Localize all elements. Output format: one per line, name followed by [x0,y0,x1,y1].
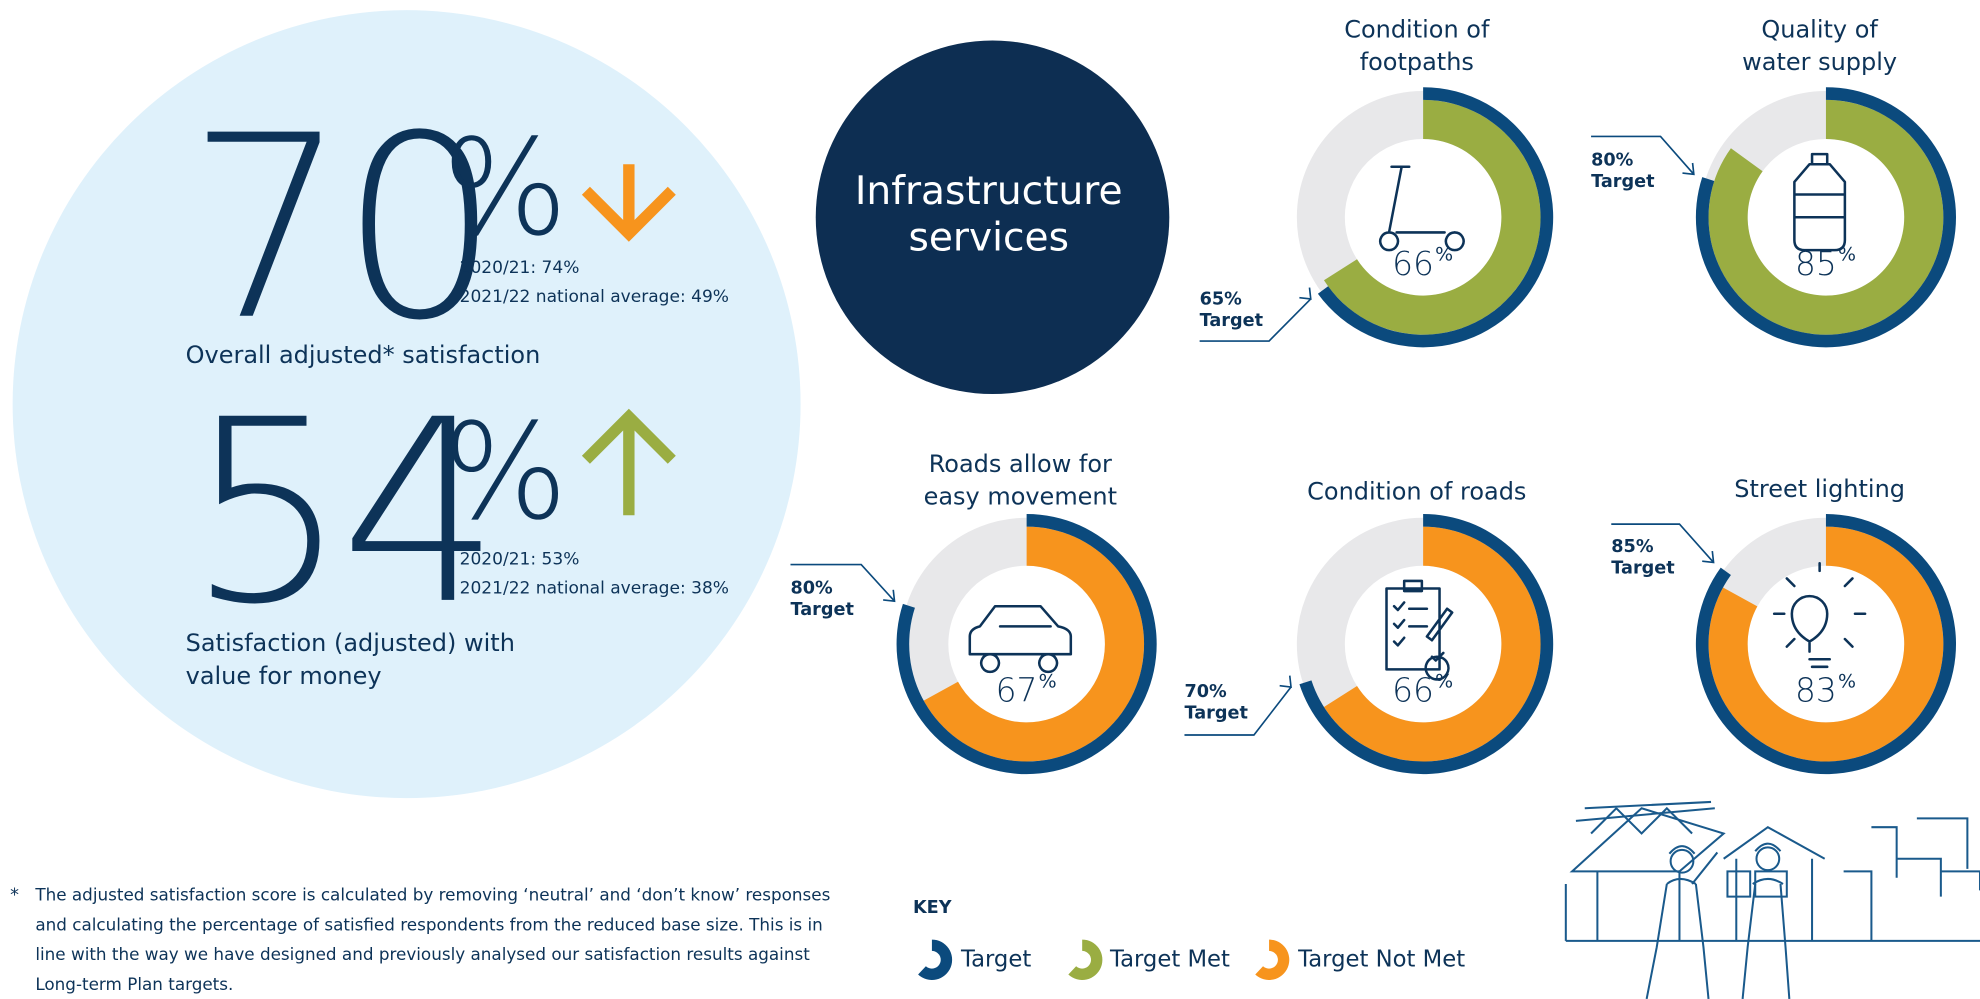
donut-icon [1793,152,1847,252]
target-pointer [1199,287,1312,342]
footnote-marker: * [10,885,19,905]
donut-title: Street lighting [1734,475,1905,503]
target-pointer [1591,135,1695,176]
key: KEY Target Target Met Target Not Met [913,898,1465,980]
comparison-line: 2021/22 national average: 38% [460,579,729,599]
key-swatch [1068,939,1103,980]
key-item: Target Met [1109,946,1230,972]
donut-title: Roads allow for [929,450,1112,478]
donut-value: 66 [1392,672,1434,710]
target-text: Target [1200,311,1264,331]
donut-title: footpaths [1360,48,1474,76]
construction-illustration [1564,800,1980,999]
target-label: 70% [1184,682,1227,702]
donut-unit: % [1435,244,1453,266]
stat-label: Satisfaction (adjusted) with [186,629,515,657]
key-item: Target [960,946,1031,972]
donut-title: easy movement [924,483,1117,511]
big-value: 70 [187,82,493,376]
footnote-line: Long-term Plan targets. [35,974,233,994]
target-pointer [790,563,896,603]
donut-icon [1385,579,1454,681]
donut-value-arc [1708,99,1944,335]
donut-value: 67 [996,672,1038,710]
donut-icon [968,604,1073,674]
stat-label: value for money [186,662,382,690]
donut-title: Condition of roads [1307,478,1526,506]
big-unit: % [442,396,568,550]
donut-value-arc [1708,526,1944,762]
donut-unit: % [1435,670,1453,692]
big-unit: % [442,112,568,266]
target-pointer [1611,523,1715,564]
target-label: 85% [1611,537,1654,557]
donut-title: water supply [1742,48,1897,76]
comparison-line: 2020/21: 74% [460,258,580,278]
big-value: 54 [187,366,493,660]
trend-arrow [581,164,676,242]
footnote-line: The adjusted satisfaction score is calcu… [34,884,830,904]
donut-unit: % [1838,244,1856,266]
target-text: Target [1184,704,1248,724]
donut-value-arc [1323,526,1541,762]
target-label: 80% [1591,150,1634,170]
key-swatch [1255,939,1290,980]
key-title: KEY [913,898,952,918]
donut-value: 66 [1392,245,1434,283]
donut-unit: % [1039,670,1057,692]
target-text: Target [1591,172,1655,192]
donut-value-arc [923,526,1145,762]
donut-value-arc [1323,99,1541,335]
donut-value: 85 [1795,245,1837,283]
target-label: 65% [1200,289,1243,309]
target-pointer [1184,675,1292,736]
stat-label: Overall adjusted* satisfaction [186,341,541,369]
target-text: Target [1611,558,1675,578]
footnote-line: and calculating the percentage of satisf… [35,914,822,934]
footnote-line: line with the way we have designed and p… [35,944,810,964]
key-swatch [918,939,953,980]
donut-icon [1379,165,1465,252]
donut-title: Condition of [1344,15,1490,43]
section-circle [815,40,1170,395]
trend-arrow [581,408,676,516]
donut-value: 83 [1795,672,1837,710]
comparison-line: 2021/22 national average: 49% [460,287,729,307]
section-title: Infrastructure [855,169,1123,214]
target-text: Target [790,600,854,620]
comparison-line: 2020/21: 53% [460,549,580,569]
donut-icon [1772,562,1867,669]
target-label: 80% [790,579,833,599]
key-item: Target Not Met [1297,946,1465,972]
donut-title: Quality of [1761,15,1878,43]
donut-unit: % [1838,670,1856,692]
section-title: services [908,216,1069,261]
